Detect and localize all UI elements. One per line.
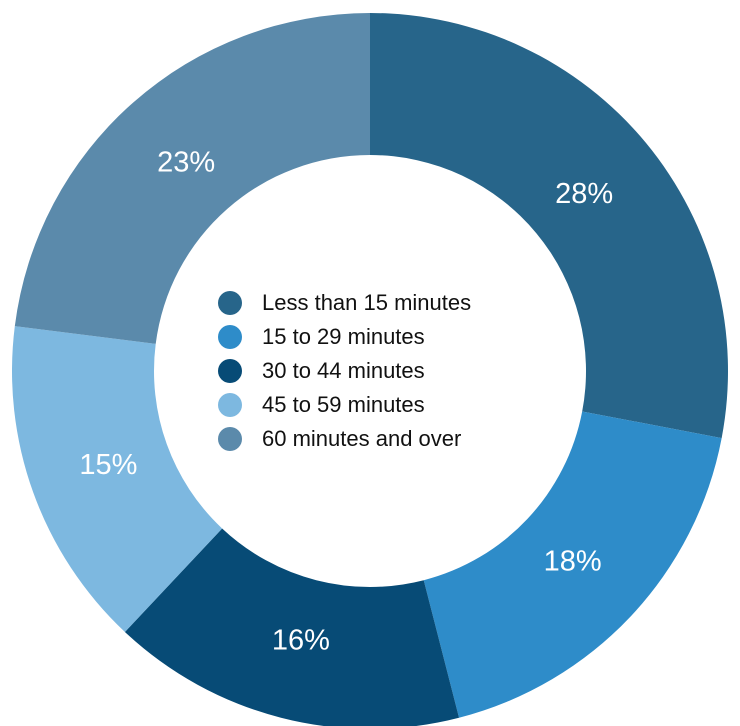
slice-45-to-59-minutes	[11, 326, 223, 632]
data-label-15-to-29-minutes: 18%	[544, 545, 602, 577]
chart-legend: Less than 15 minutes 15 to 29 minutes 30 t…	[218, 286, 471, 456]
legend-swatch	[218, 427, 242, 451]
legend-item: Less than 15 minutes	[218, 286, 471, 320]
data-label-45-to-59-minutes: 15%	[79, 449, 137, 481]
legend-swatch	[218, 359, 242, 383]
data-label-60-minutes-and-over: 23%	[157, 146, 215, 178]
legend-item: 30 to 44 minutes	[218, 354, 471, 388]
legend-label: 30 to 44 minutes	[262, 358, 425, 383]
data-label-30-to-44-minutes: 16%	[272, 624, 330, 656]
legend-item: 15 to 29 minutes	[218, 320, 471, 354]
legend-label: 45 to 59 minutes	[262, 392, 425, 417]
legend-swatch	[218, 325, 242, 349]
slice-30-to-44-minutes	[124, 528, 460, 726]
legend-label: 60 minutes and over	[262, 426, 462, 451]
donut-data-labels: 28% 18% 16% 15% 23%	[79, 146, 613, 656]
legend-label: 15 to 29 minutes	[262, 324, 425, 349]
donut-slices	[11, 13, 728, 726]
legend-item: 60 minutes and over	[218, 422, 471, 456]
slice-less-than-15-minutes	[370, 13, 728, 439]
legend-label: Less than 15 minutes	[262, 290, 472, 315]
legend-swatch	[218, 291, 242, 315]
slice-60-minutes-and-over	[14, 13, 370, 344]
slice-15-to-29-minutes	[423, 411, 722, 718]
legend-swatch	[218, 393, 242, 417]
legend-item: 45 to 59 minutes	[218, 388, 471, 422]
data-label-less-than-15-minutes: 28%	[555, 178, 613, 210]
